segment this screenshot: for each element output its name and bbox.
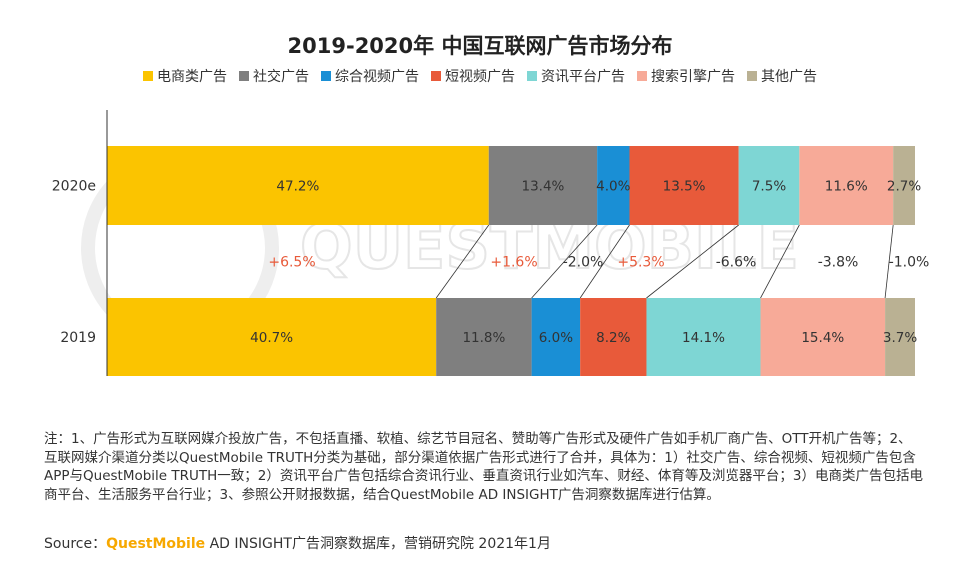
legend-label: 电商类广告 [157, 69, 227, 85]
legend-item: 综合视频广告 [321, 66, 419, 86]
change-label: -2.0% [563, 255, 604, 271]
change-label: -6.6% [716, 255, 757, 271]
connector-line [646, 224, 739, 299]
legend: 电商类广告 社交广告 综合视频广告 短视频广告 资讯平台广告 搜索引擎广告 其他广告 [0, 66, 960, 86]
bar-value-label: 7.5% [752, 179, 786, 195]
bar-segment [436, 298, 532, 376]
bar-segment [885, 298, 915, 376]
bar-value-label: 4.0% [596, 179, 630, 195]
legend-item: 社交广告 [239, 66, 309, 86]
bar-segment [799, 146, 894, 225]
connector-layer [435, 224, 894, 299]
legend-item: 电商类广告 [143, 66, 227, 86]
bar-segment [107, 146, 489, 225]
bar-segment [107, 298, 437, 376]
bar-segment [531, 298, 581, 376]
legend-item: 搜索引擎广告 [637, 66, 735, 86]
bar-segment [893, 146, 915, 225]
legend-label: 综合视频广告 [335, 69, 419, 85]
change-label: +6.5% [268, 255, 315, 271]
source-suffix: AD INSIGHT广告洞察数据库，营销研究院 2021年1月 [205, 536, 551, 552]
bar-value-label: 3.7% [883, 330, 917, 346]
connector-line [531, 224, 598, 299]
bar-value-label: 47.2% [276, 179, 319, 195]
connector-line [760, 224, 800, 299]
legend-label: 其他广告 [761, 69, 817, 85]
legend-label: 短视频广告 [445, 69, 515, 85]
legend-item: 短视频广告 [431, 66, 515, 86]
source-line: Source：QuestMobile AD INSIGHT广告洞察数据库，营销研… [44, 533, 551, 553]
legend-item: 资讯平台广告 [527, 66, 625, 86]
category-label: 2019 [60, 330, 96, 346]
bar-value-label: 8.2% [596, 330, 630, 346]
change-label: +5.3% [617, 255, 664, 271]
bar-value-label: 13.4% [522, 179, 565, 195]
legend-swatch [321, 71, 331, 81]
source-prefix: Source： [44, 536, 107, 552]
legend-item: 其他广告 [747, 66, 817, 86]
legend-label: 资讯平台广告 [541, 69, 625, 85]
label-layer: 2020e 47.2% 13.4% 4.0% 13.5% 7.5% 11.6% 2.7% 201… [52, 179, 922, 347]
bar-layer [107, 146, 915, 376]
legend-swatch [527, 71, 537, 81]
legend-label: 社交广告 [253, 69, 309, 85]
legend-swatch [239, 71, 249, 81]
legend-label: 搜索引擎广告 [651, 69, 735, 85]
legend-swatch [143, 71, 153, 81]
bar-value-label: 15.4% [801, 330, 844, 346]
bar-value-label: 40.7% [250, 330, 293, 346]
bar-segment [646, 298, 761, 376]
legend-swatch [747, 71, 757, 81]
bar-value-label: 11.8% [462, 330, 505, 346]
change-layer: +6.5% +1.6% -2.0% +5.3% -6.6% -3.8% -1.0% [268, 255, 929, 271]
chart-title: 2019-2020年 中国互联网广告市场分布 [287, 34, 673, 58]
bar-segment [597, 146, 630, 225]
bar-value-label: 13.5% [663, 179, 706, 195]
chart-note: 注：1、广告形式为互联网媒介投放广告，不包括直播、软植、综艺节目冠名、赞助等广告… [44, 431, 923, 503]
bar-value-label: 2.7% [887, 179, 921, 195]
change-label: +1.6% [490, 255, 537, 271]
bar-segment [629, 146, 739, 225]
bar-segment [760, 298, 886, 376]
bar-value-label: 6.0% [539, 330, 573, 346]
category-label: 2020e [52, 179, 96, 195]
connector-line [579, 224, 630, 299]
bar-value-label: 11.6% [825, 179, 868, 195]
bar-value-label: 14.1% [682, 330, 725, 346]
legend-swatch [431, 71, 441, 81]
source-brand: QuestMobile [106, 536, 206, 552]
bar-segment [488, 146, 598, 225]
legend-swatch [637, 71, 647, 81]
change-label: -3.8% [818, 255, 859, 271]
bar-segment [580, 298, 647, 376]
connector-line [884, 224, 894, 299]
change-label: -1.0% [889, 255, 930, 271]
bar-segment [738, 146, 800, 225]
connector-line [435, 224, 490, 299]
